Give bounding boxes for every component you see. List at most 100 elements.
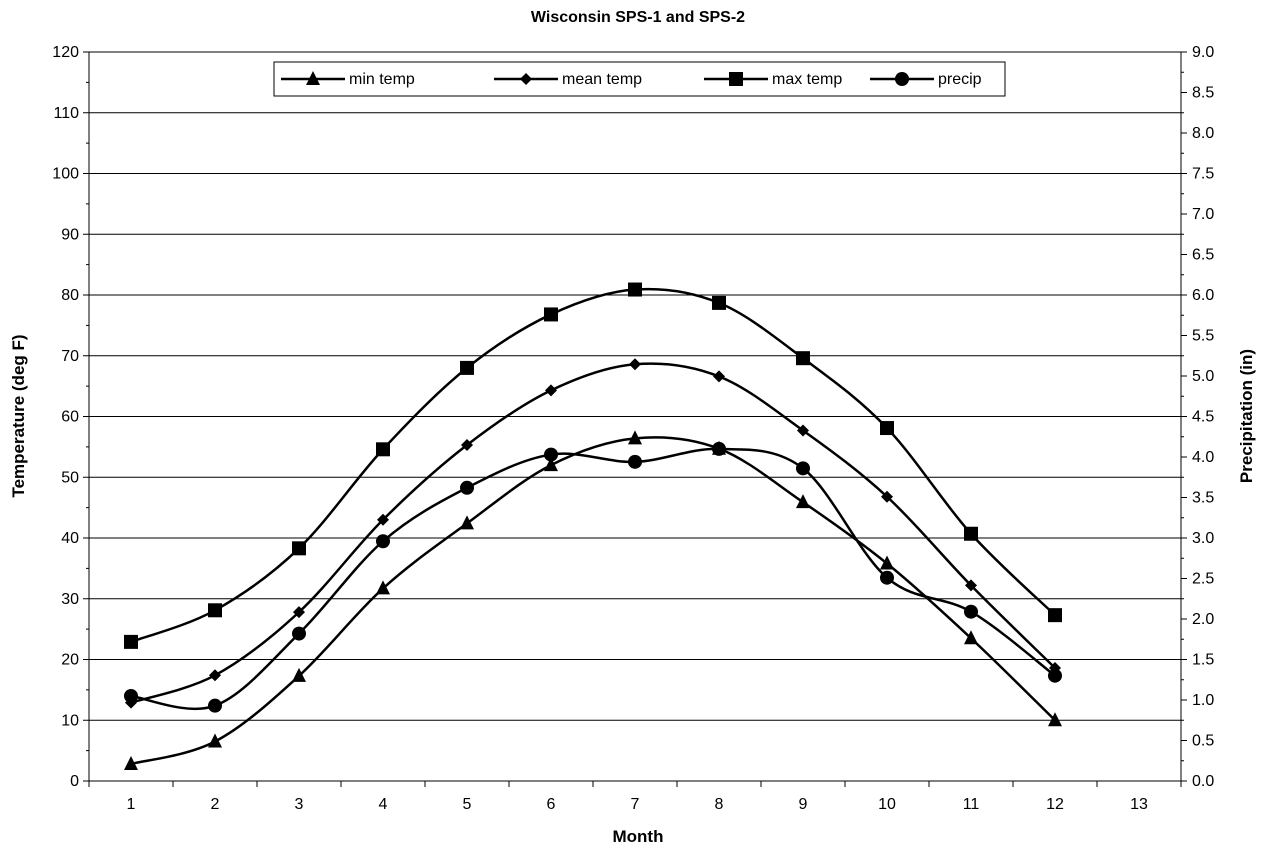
- data-point: [964, 604, 978, 619]
- data-point: [544, 447, 558, 462]
- x-tick-label: 8: [715, 796, 724, 813]
- legend-label: precip: [938, 71, 982, 88]
- data-point: [124, 634, 138, 649]
- data-point: [880, 570, 894, 585]
- data-point: [124, 755, 138, 770]
- y2-tick-label: 9.0: [1192, 44, 1214, 61]
- y2-tick-label: 7.5: [1192, 166, 1214, 183]
- data-point: [460, 515, 474, 530]
- y2-tick-label: 1.5: [1192, 652, 1214, 669]
- legend-swatch-marker: [895, 72, 909, 86]
- legend-label: max temp: [772, 71, 842, 88]
- series-max-temp: [124, 282, 1062, 649]
- legend-swatch-marker: [520, 73, 532, 85]
- legend-swatch-marker: [729, 72, 743, 86]
- data-point: [376, 534, 390, 549]
- data-point: [628, 430, 642, 445]
- data-point: [545, 384, 557, 397]
- y-tick-label: 10: [61, 712, 79, 729]
- data-point: [712, 441, 726, 456]
- x-tick-label: 13: [1130, 796, 1148, 813]
- data-point: [796, 494, 810, 509]
- y-tick-label: 40: [61, 530, 79, 547]
- data-point: [629, 358, 641, 371]
- y-axis-title: Temperature (deg F): [9, 334, 28, 497]
- legend: min temp mean temp max temp precip: [273, 61, 1006, 97]
- chart-title: Wisconsin SPS-1 and SPS-2: [531, 9, 745, 26]
- y-tick-label: 50: [61, 469, 79, 486]
- data-point: [376, 580, 390, 595]
- x-tick-label: 4: [379, 796, 388, 813]
- data-point: [209, 669, 221, 682]
- data-point: [460, 360, 474, 375]
- x-tick-label: 9: [799, 796, 808, 813]
- legend-swatch-marker: [306, 71, 320, 85]
- y2-tick-label: 2.0: [1192, 611, 1214, 628]
- data-point: [376, 442, 390, 457]
- y2-tick-label: 5.0: [1192, 368, 1214, 385]
- y2-axis-title: Precipitation (in): [1237, 349, 1256, 483]
- x-tick-label: 10: [878, 796, 896, 813]
- axes: 01020304050607080901001101200.00.51.01.5…: [52, 44, 1214, 813]
- series-min-temp: [124, 430, 1062, 770]
- data-point: [880, 555, 894, 570]
- data-point: [208, 733, 222, 748]
- y2-tick-label: 0.0: [1192, 773, 1214, 790]
- series-line: [130, 436, 1056, 766]
- data-point: [544, 457, 558, 472]
- data-point: [881, 490, 893, 503]
- y2-tick-label: 2.5: [1192, 571, 1214, 588]
- y-tick-label: 30: [61, 591, 79, 608]
- x-tick-label: 2: [211, 796, 220, 813]
- y2-tick-label: 3.5: [1192, 490, 1214, 507]
- data-point: [880, 421, 894, 436]
- x-tick-label: 11: [963, 796, 980, 813]
- x-tick-label: 5: [463, 796, 472, 813]
- data-point: [1048, 712, 1062, 727]
- data-point: [628, 282, 642, 297]
- data-point: [124, 688, 138, 703]
- y2-tick-label: 8.5: [1192, 85, 1214, 102]
- gridlines: [89, 51, 1181, 721]
- data-point: [628, 454, 642, 469]
- x-tick-label: 12: [1046, 796, 1064, 813]
- series-precip: [124, 441, 1062, 713]
- data-point: [208, 603, 222, 618]
- data-point: [377, 513, 389, 526]
- data-point: [796, 351, 810, 366]
- y2-tick-label: 0.5: [1192, 733, 1214, 750]
- data-point: [461, 439, 473, 452]
- data-point: [208, 698, 222, 713]
- legend-label: mean temp: [562, 71, 642, 88]
- data-point: [797, 424, 809, 437]
- series-group: [124, 282, 1062, 770]
- x-tick-label: 6: [547, 796, 556, 813]
- y-tick-label: 60: [61, 409, 79, 426]
- y-tick-label: 80: [61, 287, 79, 304]
- data-point: [712, 295, 726, 310]
- data-point: [1048, 668, 1062, 683]
- data-point: [965, 579, 977, 592]
- data-point: [293, 606, 305, 619]
- y2-tick-label: 4.0: [1192, 449, 1214, 466]
- data-point: [292, 667, 306, 682]
- y2-tick-label: 1.0: [1192, 692, 1214, 709]
- x-tick-label: 7: [631, 796, 640, 813]
- y-tick-label: 0: [70, 773, 79, 790]
- x-tick-label: 3: [295, 796, 304, 813]
- y2-tick-label: 4.5: [1192, 409, 1214, 426]
- data-point: [460, 480, 474, 495]
- data-point: [544, 307, 558, 322]
- y-tick-label: 110: [53, 105, 79, 122]
- x-tick-label: 1: [127, 796, 136, 813]
- data-point: [292, 626, 306, 641]
- data-point: [964, 630, 978, 645]
- y2-tick-label: 8.0: [1192, 125, 1214, 142]
- series-line: [130, 447, 1056, 711]
- y2-tick-label: 7.0: [1192, 206, 1214, 223]
- y2-tick-label: 6.5: [1192, 247, 1214, 264]
- y-tick-label: 90: [61, 226, 79, 243]
- data-point: [713, 370, 725, 383]
